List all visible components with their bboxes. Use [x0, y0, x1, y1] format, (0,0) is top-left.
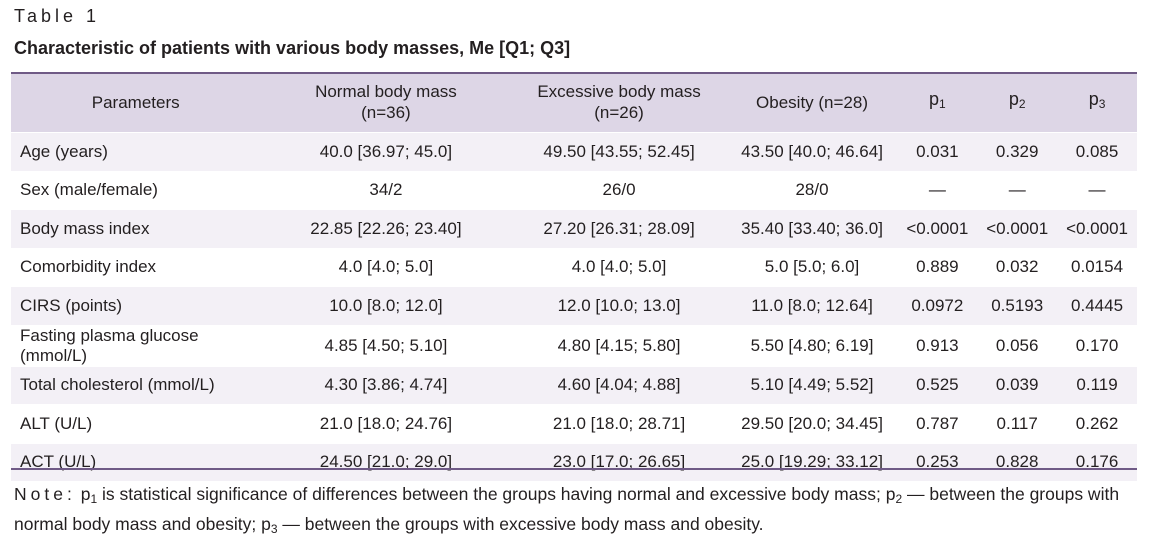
row-value-cell: 0.889: [897, 248, 978, 287]
row-value-cell: 23.0 [17.0; 26.65]: [511, 443, 727, 481]
row-value-cell: 0.4445: [1057, 286, 1137, 325]
row-parameter-cell: ALT (U/L): [11, 404, 261, 443]
row-parameter-cell: CIRS (points): [11, 286, 261, 325]
row-value-cell: 27.20 [26.31; 28.09]: [511, 209, 727, 248]
row-value-cell: —: [977, 171, 1058, 210]
note-text-1: is statistical significance of differenc…: [97, 484, 886, 504]
row-parameter-cell: Body mass index: [11, 209, 261, 248]
row-value-cell: —: [897, 171, 978, 210]
row-value-cell: 0.056: [977, 325, 1058, 366]
row-value-cell: 0.119: [1057, 366, 1137, 405]
row-value-cell: —: [1057, 171, 1137, 210]
header-excessive-body-mass: Excessive body mass (n=26): [511, 72, 727, 133]
row-value-cell: 0.5193: [977, 286, 1058, 325]
row-value-cell: 5.50 [4.80; 6.19]: [726, 325, 898, 366]
table-row: Age (years) 40.0 [36.97; 45.0] 49.50 [43.5…: [11, 132, 1137, 171]
row-value-cell: <0.0001: [897, 209, 978, 248]
row-value-cell: 0.117: [977, 404, 1058, 443]
row-value-cell: 0.039: [977, 366, 1058, 405]
table-top-rule: [11, 72, 1137, 74]
row-value-cell: 11.0 [8.0; 12.64]: [726, 286, 898, 325]
row-value-cell: 43.50 [40.0; 46.64]: [726, 132, 898, 171]
table-row: ALT (U/L) 21.0 [18.0; 24.76] 21.0 [18.0; 2…: [11, 404, 1137, 443]
row-value-cell: 0.085: [1057, 132, 1137, 171]
row-value-cell: 0.031: [897, 132, 978, 171]
row-value-cell: 26/0: [511, 171, 727, 210]
table-row: ACT (U/L) 24.50 [21.0; 29.0] 23.0 [17.0; 2…: [11, 443, 1137, 481]
row-value-cell: 0.525: [897, 366, 978, 405]
row-value-cell: 0.0972: [897, 286, 978, 325]
header-p2: p2: [977, 72, 1058, 133]
row-parameter-cell: Age (years): [11, 132, 261, 171]
note-p2: p: [885, 484, 896, 504]
row-value-cell: 0.828: [977, 443, 1058, 481]
table-row: Fasting plasma glucose (mmol/L) 4.85 [4.5…: [11, 325, 1137, 366]
header-p3: p3: [1057, 72, 1137, 133]
row-value-cell: 4.30 [3.86; 4.74]: [260, 366, 512, 405]
note-prefix: Note:: [14, 484, 76, 504]
row-value-cell: 24.50 [21.0; 29.0]: [260, 443, 512, 481]
row-value-cell: 22.85 [22.26; 23.40]: [260, 209, 512, 248]
table-number: Table 1: [14, 6, 101, 26]
table-row: CIRS (points) 10.0 [8.0; 12.0] 12.0 [10.0;…: [11, 286, 1137, 325]
row-value-cell: 29.50 [20.0; 34.45]: [726, 404, 898, 443]
header-p1: p1: [897, 72, 978, 133]
row-value-cell: <0.0001: [977, 209, 1058, 248]
table-row: Total cholesterol (mmol/L) 4.30 [3.86; 4.…: [11, 366, 1137, 405]
row-parameter-cell: Fasting plasma glucose (mmol/L): [11, 325, 261, 366]
row-value-cell: 5.10 [4.49; 5.52]: [726, 366, 898, 405]
row-value-cell: 0.253: [897, 443, 978, 481]
note-p2-sub: 2: [895, 492, 903, 506]
row-value-cell: 40.0 [36.97; 45.0]: [260, 132, 512, 171]
table-note: Note: p1 is statistical significance of …: [14, 482, 1139, 542]
row-value-cell: 0.170: [1057, 325, 1137, 366]
table-row: Comorbidity index 4.0 [4.0; 5.0] 4.0 [4.0;…: [11, 248, 1137, 287]
row-parameter-cell: ACT (U/L): [11, 443, 261, 481]
row-value-cell: 0.0154: [1057, 248, 1137, 287]
table-title: Characteristic of patients with various …: [14, 38, 571, 58]
row-value-cell: 0.176: [1057, 443, 1137, 481]
header-parameters: Parameters: [11, 72, 261, 133]
row-value-cell: 4.85 [4.50; 5.10]: [260, 325, 512, 366]
row-value-cell: 10.0 [8.0; 12.0]: [260, 286, 512, 325]
row-value-cell: 25.0 [19.29; 33.12]: [726, 443, 898, 481]
table-row: Sex (male/female) 34/2 26/0 28/0— — —: [11, 171, 1137, 210]
row-value-cell: 12.0 [10.0; 13.0]: [511, 286, 727, 325]
header-normal-body-mass: Normal body mass (n=36): [260, 72, 512, 133]
row-parameter-cell: Sex (male/female): [11, 171, 261, 210]
row-value-cell: 4.60 [4.04; 4.88]: [511, 366, 727, 405]
note-p3-sub: 3: [270, 522, 278, 536]
header-obesity: Obesity (n=28): [726, 72, 898, 133]
row-value-cell: 0.329: [977, 132, 1058, 171]
note-p1-sub: 1: [90, 492, 98, 506]
note-p1: p: [80, 484, 91, 504]
note-text-3: — between the groups with excessive body…: [277, 514, 764, 534]
table-body: Age (years) 40.0 [36.97; 45.0] 49.50 [43.5…: [11, 132, 1137, 481]
row-value-cell: 28/0: [726, 171, 898, 210]
note-p3: p: [261, 514, 271, 534]
row-value-cell: 4.80 [4.15; 5.80]: [511, 325, 727, 366]
row-value-cell: <0.0001: [1057, 209, 1137, 248]
row-value-cell: 21.0 [18.0; 28.71]: [511, 404, 727, 443]
row-value-cell: 4.0 [4.0; 5.0]: [511, 248, 727, 287]
row-value-cell: 21.0 [18.0; 24.76]: [260, 404, 512, 443]
table-row: Body mass index 22.85 [22.26; 23.40] 27.20…: [11, 209, 1137, 248]
row-value-cell: 35.40 [33.40; 36.0]: [726, 209, 898, 248]
row-value-cell: 0.032: [977, 248, 1058, 287]
row-parameter-cell: Total cholesterol (mmol/L): [11, 366, 261, 405]
data-table: Parameters Normal body mass (n=36) Exces…: [11, 72, 1137, 481]
row-parameter-cell: Comorbidity index: [11, 248, 261, 287]
row-value-cell: 49.50 [43.55; 52.45]: [511, 132, 727, 171]
row-value-cell: 0.787: [897, 404, 978, 443]
table-header-row: Parameters Normal body mass (n=36) Exces…: [11, 72, 1137, 133]
row-value-cell: 4.0 [4.0; 5.0]: [260, 248, 512, 287]
row-value-cell: 0.913: [897, 325, 978, 366]
row-value-cell: 0.262: [1057, 404, 1137, 443]
row-value-cell: 34/2: [260, 171, 512, 210]
note-text-2: — between the groups with normal body ma…: [14, 484, 1120, 534]
row-value-cell: 5.0 [5.0; 6.0]: [726, 248, 898, 287]
table-bottom-rule: [11, 468, 1137, 470]
